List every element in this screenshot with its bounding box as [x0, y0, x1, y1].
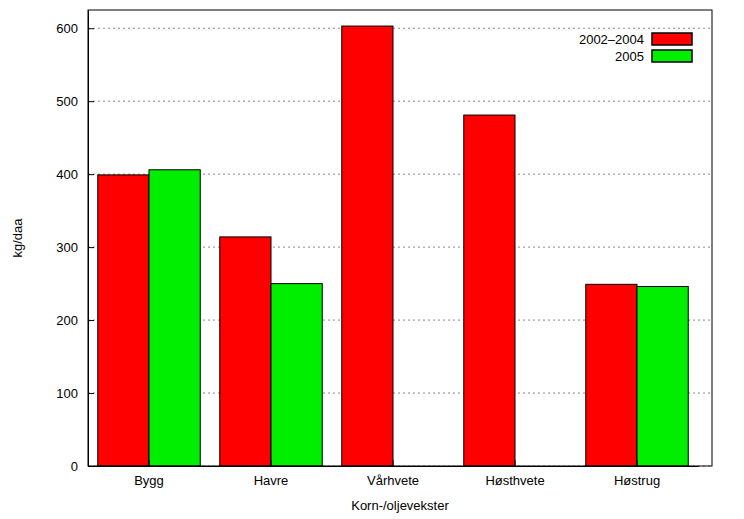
grid-line [88, 101, 712, 102]
x-axis-title: Korn-/oljevekster [351, 498, 449, 513]
tick-label: Havre [254, 473, 289, 488]
tick-label: 100 [56, 386, 78, 401]
tick-mark [88, 320, 94, 321]
legend-swatch [652, 33, 692, 45]
tick-mark [88, 101, 94, 102]
tick-label: 0 [71, 459, 78, 474]
bar [342, 26, 393, 466]
tick-mark [393, 460, 394, 466]
bar [149, 170, 200, 466]
bar [637, 287, 688, 466]
bar [98, 175, 149, 466]
grid-line [88, 28, 712, 29]
tick: Havre [254, 460, 289, 488]
legend-label: 2005 [615, 49, 644, 64]
bars [98, 26, 688, 466]
grid [88, 28, 712, 466]
tick-label: 600 [56, 21, 78, 36]
tick-mark [637, 460, 638, 466]
legend: 2002–2004 2005 [579, 32, 692, 64]
tick: Høsthvete [485, 460, 544, 488]
tick-mark [149, 460, 150, 466]
bar [271, 284, 322, 466]
tick-mark [271, 460, 272, 466]
tick-label: 500 [56, 94, 78, 109]
tick-label: Vårhvete [367, 473, 419, 488]
y-axis-title: kg/daa [10, 218, 25, 258]
x-axis: Bygg Havre Vårhvete Høsthvete Høstrug [89, 460, 699, 488]
tick-label: 200 [56, 313, 78, 328]
bar [464, 115, 515, 466]
tick: Bygg [134, 460, 164, 488]
plot-frame [88, 10, 712, 466]
legend-swatch [652, 50, 692, 62]
tick: Høstrug [614, 460, 660, 488]
tick-label: Høsthvete [485, 473, 544, 488]
tick-label: 300 [56, 240, 78, 255]
tick-mark [88, 247, 94, 248]
tick-mark [515, 460, 516, 466]
bar [220, 237, 271, 466]
tick-mark [88, 28, 94, 29]
legend-label: 2002–2004 [579, 32, 644, 47]
tick-mark [88, 393, 94, 394]
tick-label: Bygg [134, 473, 164, 488]
bar [586, 284, 637, 466]
tick-mark [88, 174, 94, 175]
tick: Vårhvete [367, 460, 419, 488]
tick-label: Høstrug [614, 473, 660, 488]
tick-label: 400 [56, 167, 78, 182]
